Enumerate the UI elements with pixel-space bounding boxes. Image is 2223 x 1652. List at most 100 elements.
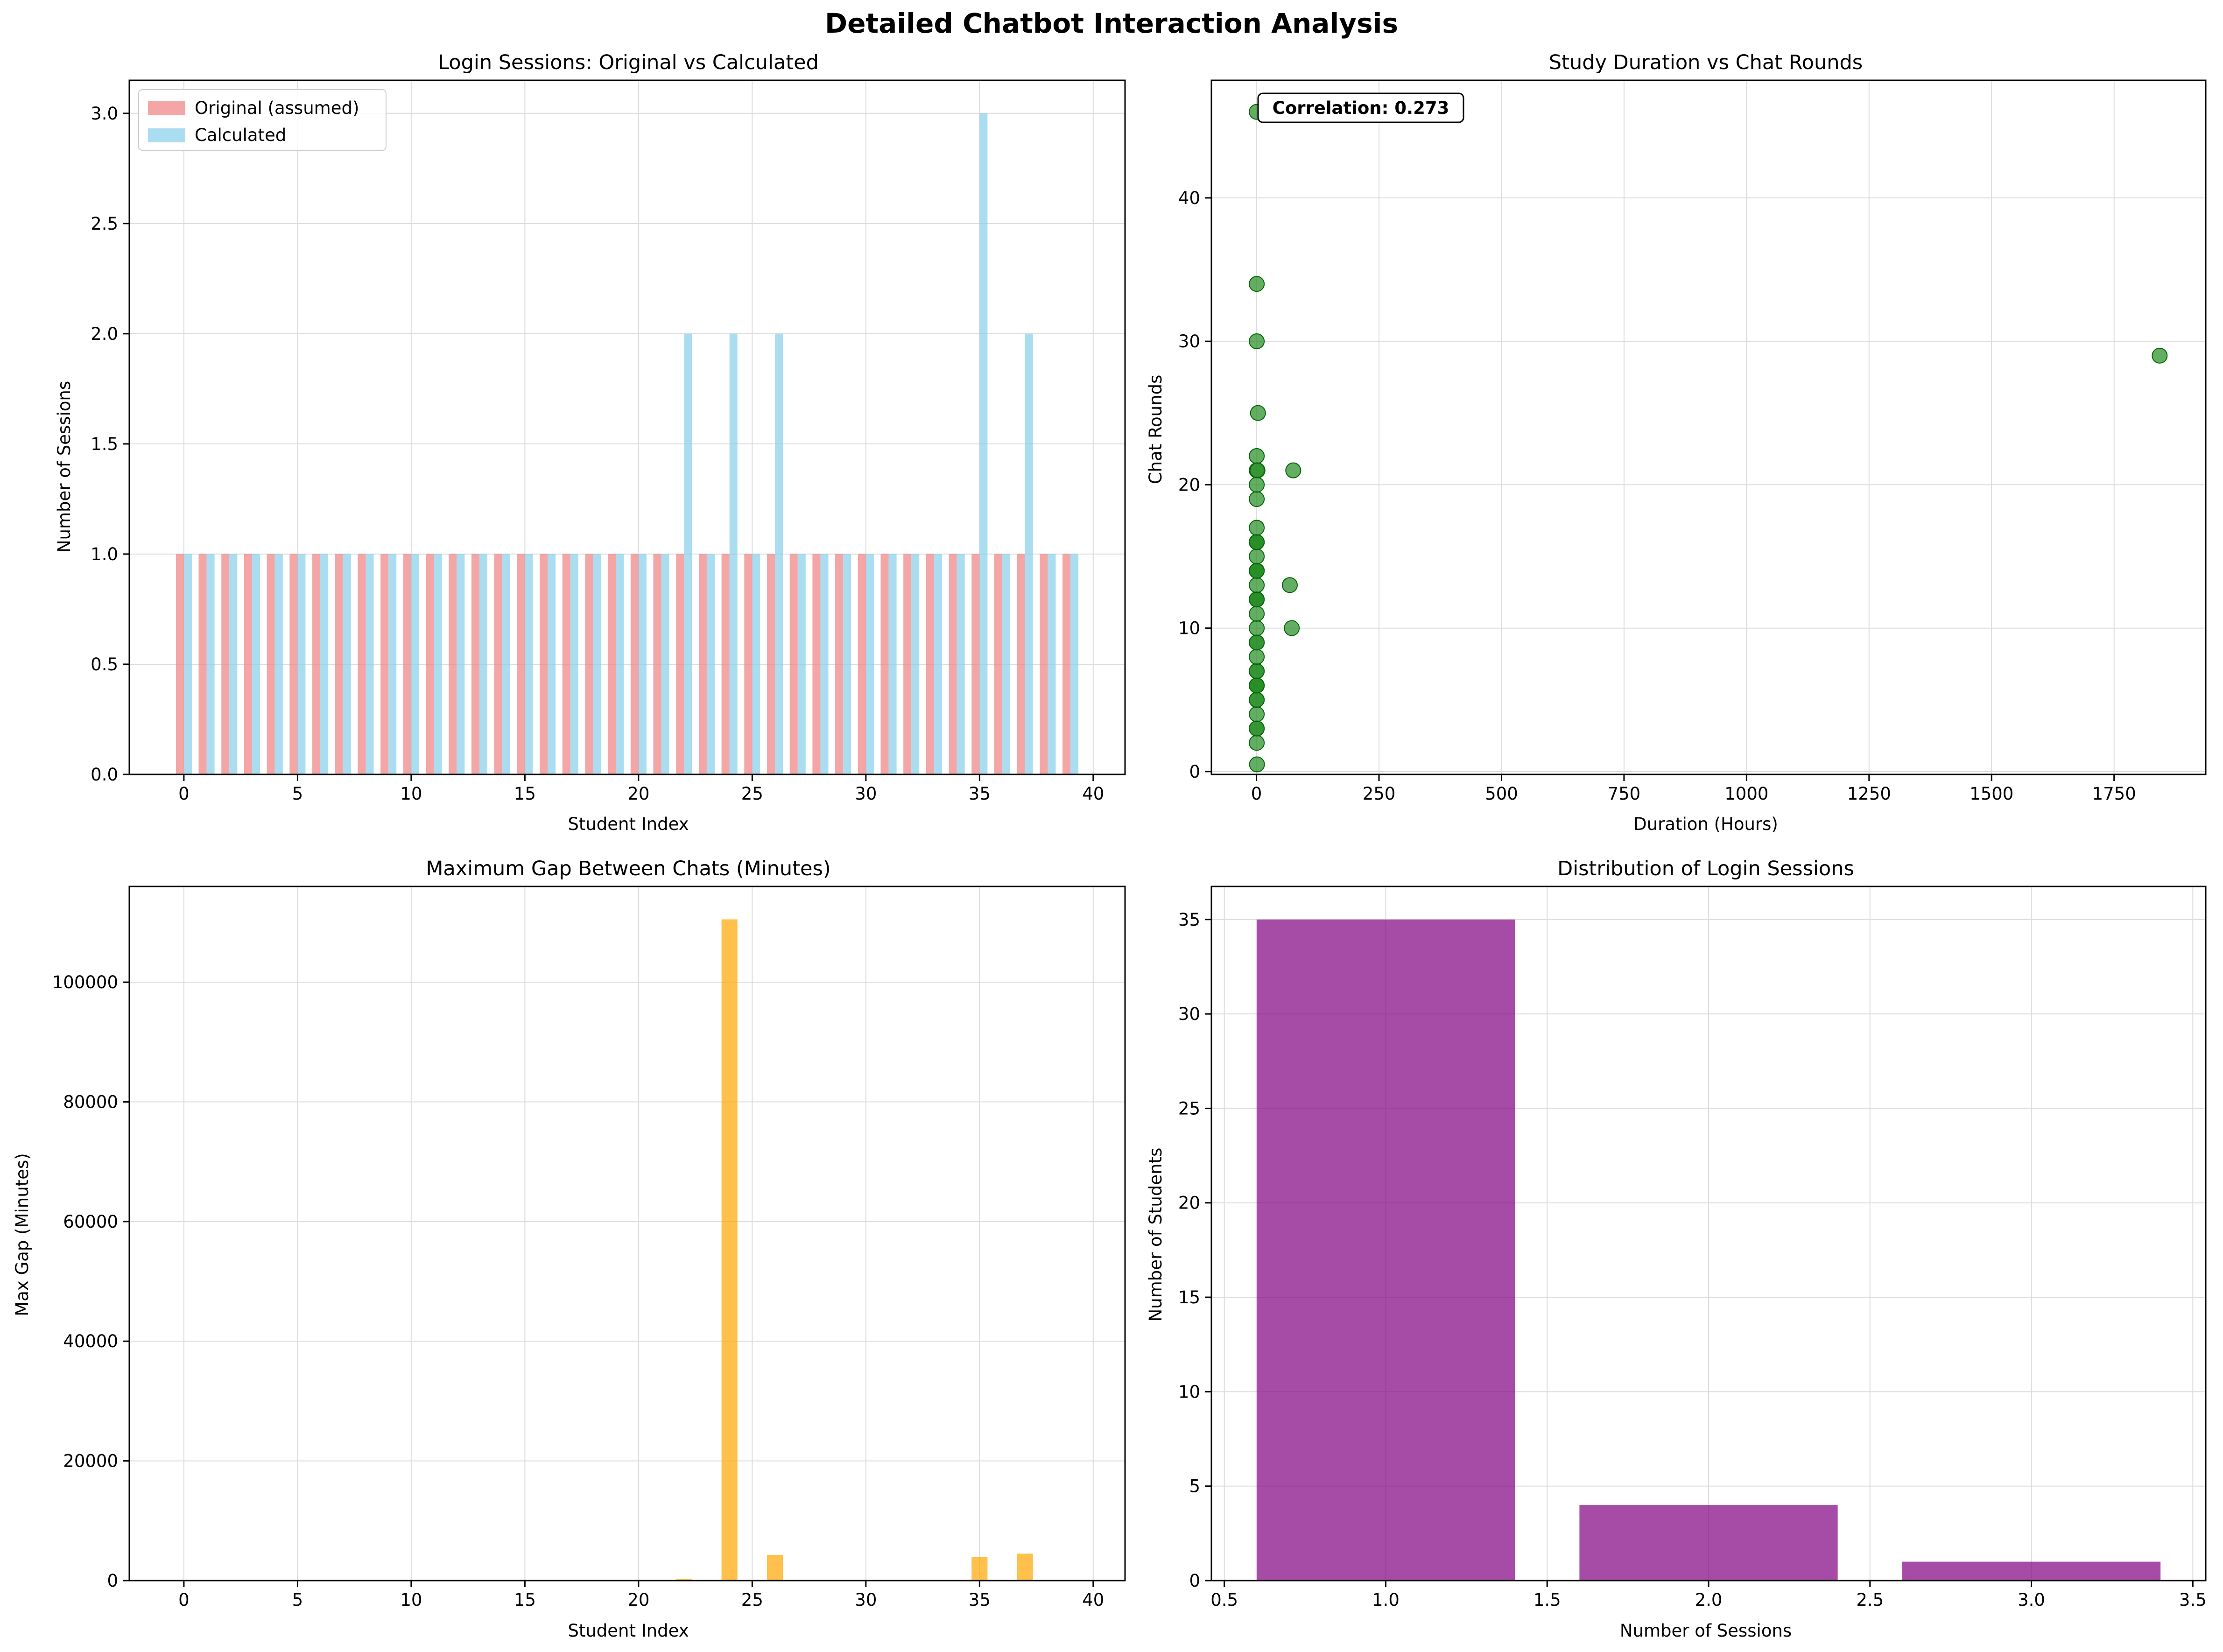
bar-original	[426, 554, 434, 774]
chart-title: Distribution of Login Sessions	[1557, 857, 1854, 880]
legend-swatch	[148, 101, 185, 115]
x-tick-label: 10	[400, 1590, 422, 1610]
x-tick-label: 10	[400, 784, 422, 804]
bar-distribution	[1256, 919, 1515, 1581]
data-marks	[1256, 919, 2161, 1581]
bar-max-gap	[676, 1579, 692, 1581]
x-tick-label: 1.5	[1534, 1590, 1561, 1610]
bar-original	[608, 554, 616, 774]
x-tick-label: 500	[1485, 784, 1518, 804]
bar-calculated	[979, 113, 988, 774]
bar-original	[540, 554, 548, 774]
x-tick-label: 0	[178, 784, 190, 804]
x-tick-label: 2.5	[1856, 1590, 1884, 1610]
bar-calculated	[183, 554, 192, 774]
bar-original	[1062, 554, 1071, 774]
scatter-point	[1281, 577, 1298, 593]
x-tick-label: 1250	[1847, 784, 1891, 804]
grid-lines	[129, 886, 1125, 1581]
x-tick-label: 0	[1251, 784, 1262, 804]
x-axis-label: Student Index	[568, 814, 689, 834]
bar-original	[494, 554, 502, 774]
axes-frame	[1210, 79, 2207, 775]
bar-calculated	[729, 333, 738, 774]
y-tick-label: 15	[1178, 1287, 1200, 1308]
bar-calculated	[797, 554, 806, 774]
data-marks	[676, 919, 1033, 1581]
bar-original	[517, 554, 525, 774]
scatter-point	[1249, 677, 1265, 694]
bar-original	[994, 554, 1003, 774]
bar-max-gap	[767, 1554, 783, 1581]
y-tick-label: 100000	[52, 972, 118, 992]
y-tick-label: 3.0	[91, 104, 118, 124]
x-axis-label: Duration (Hours)	[1633, 814, 1778, 834]
bar-original	[858, 554, 866, 774]
bar-original	[449, 554, 457, 774]
y-tick-label: 80000	[63, 1092, 118, 1112]
y-tick-label: 1.5	[91, 434, 118, 454]
bar-max-gap	[971, 1557, 988, 1581]
scatter-point	[1249, 735, 1265, 751]
bar-calculated	[661, 554, 669, 774]
bar-calculated	[570, 554, 578, 774]
bar-calculated	[684, 333, 692, 774]
y-tick-label: 10	[1178, 619, 1200, 639]
bar-calculated	[502, 554, 510, 774]
y-tick-label: 2.5	[91, 214, 118, 234]
y-tick-label: 40000	[63, 1331, 118, 1351]
bar-calculated	[934, 554, 942, 774]
x-tick-label: 30	[855, 784, 877, 804]
y-tick-label: 25	[1178, 1098, 1200, 1118]
scatter-point	[1249, 333, 1265, 350]
y-tick-label: 0	[1189, 1571, 1200, 1591]
bar-calculated	[274, 554, 283, 774]
bar-calculated	[1048, 554, 1056, 774]
legend-label: Original (assumed)	[195, 98, 359, 118]
bar-calculated	[752, 554, 760, 774]
bar-calculated	[366, 554, 374, 774]
bar-calculated	[820, 554, 829, 774]
x-tick-label: 0.5	[1210, 1590, 1238, 1610]
bar-distribution	[1579, 1505, 1838, 1581]
chart-title: Maximum Gap Between Chats (Minutes)	[426, 857, 830, 880]
y-axis-label: Chat Rounds	[1146, 375, 1166, 485]
y-tick-label: 20000	[63, 1451, 118, 1471]
bar-original	[812, 554, 821, 774]
bar-original	[585, 554, 593, 774]
bar-calculated	[888, 554, 897, 774]
bar-original	[1040, 554, 1048, 774]
scatter-point	[2152, 347, 2168, 364]
bar-original	[949, 554, 957, 774]
bar-calculated	[206, 554, 215, 774]
figure-suptitle: Detailed Chatbot Interaction Analysis	[825, 7, 1398, 39]
x-tick-label: 0	[178, 1590, 190, 1610]
bar-original	[176, 554, 184, 774]
bar-original	[244, 554, 252, 774]
x-tick-label: 5	[292, 1590, 303, 1610]
bar-original	[721, 554, 730, 774]
x-tick-label: 250	[1363, 784, 1396, 804]
bar-calculated	[1025, 333, 1033, 774]
scatter-point	[1249, 620, 1265, 636]
y-axis-label: Number of Sessions	[54, 381, 74, 553]
x-tick-label: 15	[514, 1590, 536, 1610]
bar-original	[403, 554, 411, 774]
scatter-point	[1249, 720, 1265, 737]
scatter-point	[1285, 462, 1301, 478]
bar-calculated	[616, 554, 624, 774]
x-tick-label: 1750	[2092, 784, 2136, 804]
scatter-point	[1249, 756, 1265, 773]
scatter-point	[1249, 591, 1265, 608]
y-tick-label: 30	[1178, 331, 1200, 351]
bar-original	[358, 554, 366, 774]
bar-calculated	[320, 554, 329, 774]
x-tick-label: 15	[514, 784, 536, 804]
bar-calculated	[252, 554, 260, 774]
scatter-point	[1249, 634, 1265, 651]
bar-calculated	[229, 554, 238, 774]
bar-original	[1017, 554, 1025, 774]
scatter-point	[1249, 649, 1265, 665]
y-tick-label: 20	[1178, 475, 1200, 495]
x-tick-label: 1000	[1724, 784, 1768, 804]
